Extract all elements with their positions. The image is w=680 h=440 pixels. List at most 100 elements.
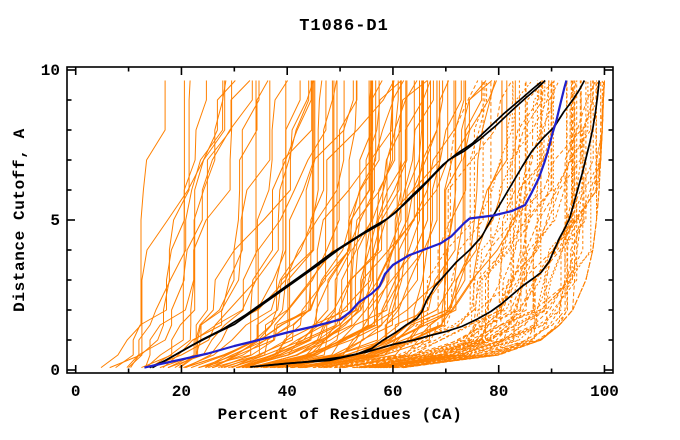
axis-ticks-layer — [67, 67, 613, 373]
ensemble-curve — [297, 80, 465, 369]
ensemble-curve — [212, 80, 358, 369]
ensemble-curve — [245, 80, 394, 369]
ensemble-curve — [115, 80, 185, 369]
ensemble-curve — [284, 80, 428, 369]
ensemble-curve — [361, 80, 572, 369]
ensemble-curve — [198, 80, 312, 369]
x-tick-label: 20 — [172, 383, 191, 401]
ensemble-curve — [149, 80, 310, 369]
ensemble-curve — [208, 80, 333, 369]
ensemble-curve — [300, 80, 516, 369]
x-tick-label: 80 — [489, 383, 508, 401]
ensemble-curve — [167, 80, 257, 369]
ensemble-curve — [218, 80, 335, 369]
ensemble-curve — [228, 80, 408, 369]
ensemble-curve — [341, 80, 479, 369]
x-axis-label: Percent of Residues (CA) — [218, 406, 463, 424]
ensemble-curve — [394, 80, 597, 369]
y-axis-label: Distance Cutoff, A — [11, 128, 29, 312]
ensemble-curve — [341, 80, 543, 369]
ensemble-curve — [184, 80, 327, 369]
ensemble-curve — [162, 80, 271, 368]
ensemble-curve — [277, 80, 431, 369]
ensemble-curve — [378, 80, 575, 369]
x-tick-label: 40 — [278, 383, 297, 401]
ensemble-curve — [232, 80, 337, 369]
ensemble-curve — [372, 80, 582, 369]
ensemble-curve — [334, 80, 486, 369]
ensemble-curve — [393, 80, 603, 369]
ensemble-curve — [375, 80, 576, 369]
ensemble-curve — [141, 80, 226, 369]
ensemble-curve — [300, 80, 450, 369]
x-tick-label: 60 — [383, 383, 402, 401]
ensemble-curve — [384, 80, 605, 369]
series-curve-4 — [266, 80, 601, 367]
ensemble-curve — [370, 80, 542, 369]
ensemble-curve — [338, 80, 533, 369]
ensemble-curve — [250, 80, 405, 369]
ensemble-curve — [323, 80, 514, 369]
ensemble-curve — [290, 80, 497, 369]
ensemble-curve — [369, 80, 597, 369]
ensemble-curve — [313, 80, 538, 369]
ensemble-curve — [144, 80, 233, 368]
ensemble-curve — [174, 80, 251, 369]
ensemble-curve — [358, 80, 514, 369]
ensemble-curve — [344, 80, 540, 369]
ensemble-curve — [377, 80, 604, 369]
y-tick-label: 10 — [41, 62, 60, 80]
ensemble-curve — [242, 80, 357, 369]
ensemble-curve — [126, 80, 207, 368]
ensemble-curve — [109, 80, 191, 369]
ensemble-curve — [364, 80, 520, 369]
ensemble-curve — [395, 80, 578, 369]
ensemble-curve — [335, 80, 550, 369]
ensemble-curve — [353, 80, 560, 369]
ensemble-curve — [238, 80, 374, 369]
plot-title: T1086-D1 — [299, 17, 389, 36]
ensemble-curve — [360, 80, 592, 369]
ensemble-curve — [374, 80, 567, 369]
ensemble-curve — [363, 80, 546, 369]
ensemble-curve — [353, 80, 572, 369]
ensemble-curve — [145, 80, 253, 368]
ensemble-curve — [128, 80, 236, 368]
ensemble-curve — [256, 80, 393, 369]
ensemble-curve — [179, 80, 260, 369]
ensemble-curve — [375, 80, 589, 369]
ensemble-curve — [383, 80, 582, 369]
ensemble-curve — [359, 80, 544, 369]
x-tick-label: 100 — [590, 383, 619, 401]
y-tick-label: 5 — [50, 212, 60, 230]
ensemble-curves-layer — [100, 80, 605, 369]
ensemble-curve — [380, 80, 592, 369]
ensemble-curve — [236, 80, 395, 369]
ensemble-curve — [159, 80, 269, 369]
ensemble-curve — [183, 80, 313, 369]
ensemble-curve — [396, 80, 605, 369]
ensemble-curve — [242, 80, 402, 369]
ensemble-curve — [383, 80, 594, 369]
ensemble-curve — [167, 80, 289, 369]
ensemble-curve — [100, 80, 166, 369]
series-curve-3 — [250, 80, 586, 368]
ensemble-curve — [231, 80, 372, 369]
ensemble-curve — [278, 80, 372, 369]
ensemble-curve — [281, 80, 434, 369]
series-curve-5 — [144, 80, 568, 369]
ensemble-curve — [325, 80, 467, 369]
ensemble-curve — [213, 80, 316, 369]
ensemble-curve — [220, 80, 345, 369]
ensemble-curve — [245, 80, 395, 369]
y-tick-label: 0 — [50, 362, 60, 380]
series-curve-2 — [151, 81, 542, 369]
tick-labels-layer: 0 20 40 60 80 100 0 5 10 — [41, 62, 619, 401]
x-tick-label: 0 — [71, 383, 81, 401]
ensemble-curve — [363, 80, 599, 369]
ensemble-curve — [356, 80, 546, 369]
ensemble-curve — [381, 80, 587, 369]
ensemble-curve — [130, 80, 227, 368]
ensemble-curve — [343, 80, 527, 369]
